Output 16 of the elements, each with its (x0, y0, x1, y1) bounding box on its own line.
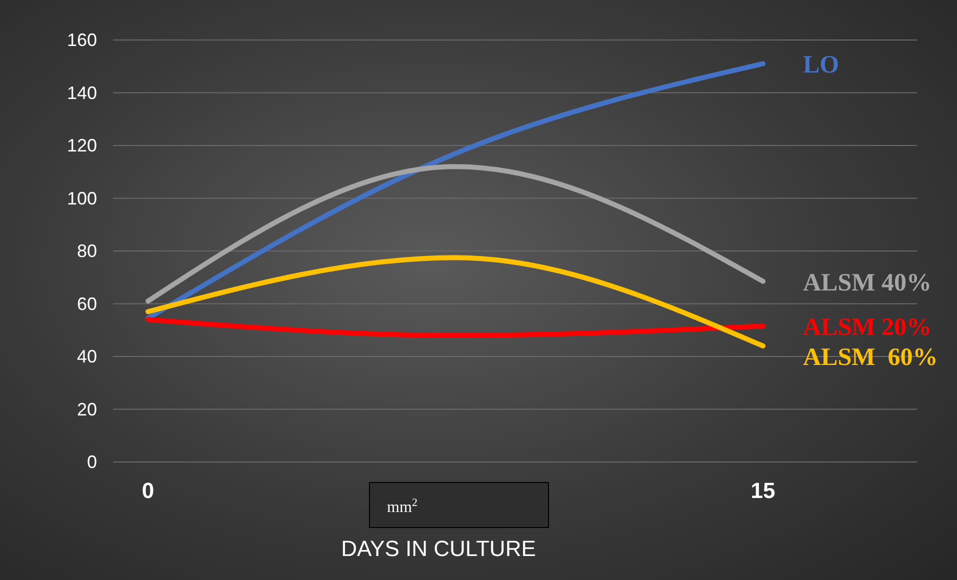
y-tick-label: 140 (66, 82, 97, 103)
text: mm$^{2}$ (387, 497, 418, 516)
y-tick-label: 40 (76, 346, 97, 366)
y-tick-label: 80 (76, 241, 97, 261)
y-tick-label: 120 (66, 136, 97, 156)
y-tick-label: 160 (66, 30, 97, 50)
y-tick-label: 0 (86, 452, 97, 472)
y-tick-label: 60 (76, 294, 97, 314)
x-tick-label: 15 (750, 478, 776, 503)
x-axis-title: DAYS IN CULTURE (340, 536, 537, 562)
y-tick-label: 100 (66, 188, 97, 208)
series-label: ALSM 60% (803, 344, 938, 372)
y-tick-label: 20 (76, 399, 97, 420)
series-label: LO (803, 52, 840, 79)
series-label: ALSM 40% (803, 269, 932, 296)
series-label: ALSM 20% (803, 314, 932, 342)
